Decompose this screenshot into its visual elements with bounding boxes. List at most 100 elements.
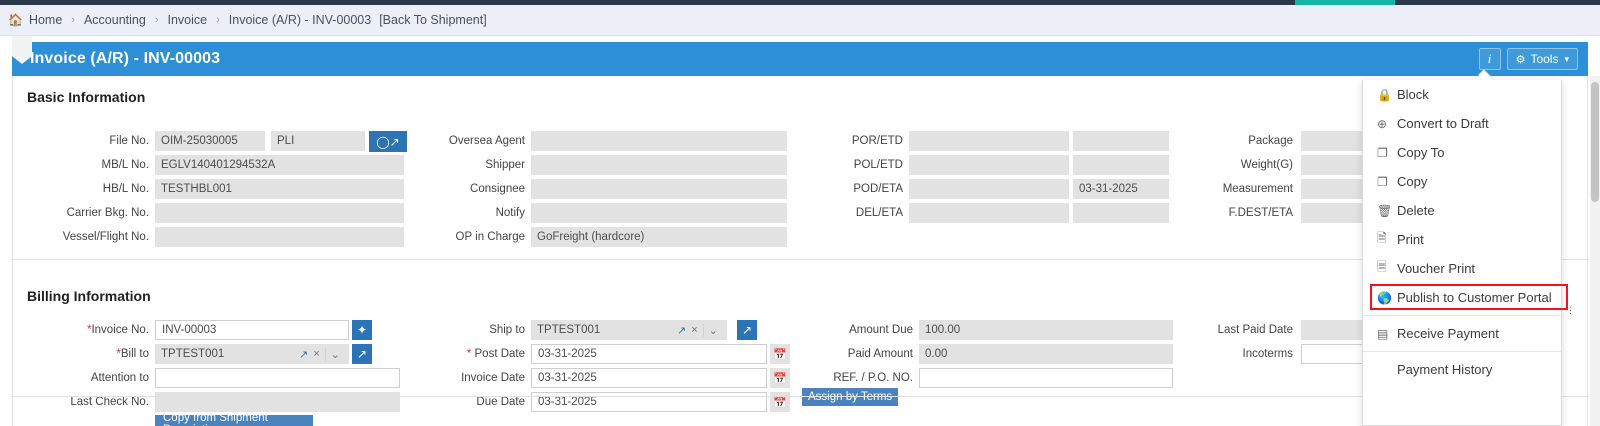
breadcrumb-item-current: Invoice (A/R) - INV-00003 [228,13,372,27]
field-file-no-type[interactable]: PLI [271,131,365,151]
field-del[interactable] [909,203,1069,223]
label-del-eta: DEL/ETA [855,207,903,219]
field-carrier-bkg-no[interactable] [155,203,404,223]
convert-icon: ⊕ [1377,116,1388,131]
copy-from-shipment-description-button[interactable]: Copy from Shipment Description [155,415,313,426]
lock-icon: 🔒 [1377,87,1392,102]
menu-item-label: Delete [1397,203,1435,218]
menu-item-label: Print [1397,232,1424,247]
divider [702,323,704,337]
field-attention-to[interactable] [155,368,400,388]
field-bill-to[interactable]: TPTEST001 [155,344,349,364]
label-last-paid-date: Last Paid Date [1217,324,1293,336]
open-file-button[interactable]: ◯↗ [369,131,407,152]
label-file-no: File No. [109,135,149,147]
breadcrumb-separator: › [154,14,159,26]
chevron-down-icon[interactable]: ⌄ [708,324,718,337]
field-pod-eta[interactable]: 03-31-2025 [1073,179,1169,199]
field-ship-to[interactable]: TPTEST001 [531,320,727,340]
chevron-down-icon[interactable]: ⌄ [330,348,340,361]
vertical-scrollbar[interactable] [1590,76,1600,426]
label-ref-po-no: REF. / P.O. NO. [833,372,913,384]
label-post-date: * Post Date [466,348,525,360]
assign-by-terms-button[interactable]: Assign by Terms [802,388,899,406]
field-op-in-charge[interactable]: GoFreight (hardcore) [531,227,787,247]
field-pol[interactable] [909,155,1069,175]
field-notify[interactable] [531,203,787,223]
field-pol-etd[interactable] [1073,155,1169,175]
post-date-calendar-icon[interactable]: 📅 [770,344,790,364]
globe-icon: 🌎 [1377,290,1392,305]
field-amount-due[interactable]: 100.00 [919,320,1173,340]
field-etd[interactable] [1073,131,1169,151]
menu-item-publish-to-customer-portal[interactable]: 🌎 Publish to Customer Portal [1363,283,1561,312]
top-bar-teal-segment [1295,0,1395,5]
menu-item-voucher-print[interactable]: 🗏 Voucher Print [1363,254,1561,283]
menu-item-receive-payment[interactable]: ▤ Receive Payment [1363,319,1561,348]
expand-icon: ↗ [356,347,368,361]
bill-to-expand-button[interactable]: ↗ [352,344,372,364]
field-oversea-agent[interactable] [531,131,787,151]
clear-icon[interactable]: × [691,324,698,336]
breadcrumb-item-accounting[interactable]: Accounting [83,13,146,27]
label-invoice-no: *Invoice No. [86,324,149,336]
chevron-down-icon: ▾ [1564,53,1569,64]
field-consignee[interactable] [531,179,787,199]
field-last-check-no[interactable] [155,392,400,412]
label-due-date: Due Date [476,396,525,408]
field-ref-po-no[interactable] [919,368,1173,388]
menu-item-copy-to[interactable]: ❐ Copy To [1363,138,1561,167]
field-paid-amount[interactable]: 0.00 [919,344,1173,364]
top-bar-right-segment [1395,0,1600,5]
field-mbl-no[interactable]: EGLV140401294532A [155,155,404,175]
generate-invoice-no-button[interactable]: ✦ [352,320,372,340]
field-por[interactable] [909,131,1069,151]
ship-to-expand-button[interactable]: ↗ [737,320,757,340]
label-fdest-eta: F.DEST/ETA [1228,207,1293,219]
tools-dropdown-menu: 🔒 Block ⊕ Convert to Draft ❐ Copy To ❐ C… [1362,80,1562,426]
external-link-icon[interactable]: ↗ [299,348,309,361]
clear-icon[interactable]: × [313,348,320,360]
menu-item-convert-to-draft[interactable]: ⊕ Convert to Draft [1363,109,1561,138]
basic-information-title: Basic Information [27,89,146,105]
menu-item-copy[interactable]: ❐ Copy [1363,167,1561,196]
menu-item-delete[interactable]: 🗑 Delete [1363,196,1561,225]
label-last-check-no: Last Check No. [70,396,149,408]
back-to-shipment-link[interactable]: [Back To Shipment] [379,13,487,27]
label-bill-to: *Bill to [116,348,149,360]
billing-information-title: Billing Information [27,288,151,304]
label-invoice-date: Invoice Date [461,372,525,384]
menu-divider [1363,351,1561,352]
scrollbar-thumb[interactable] [1591,82,1599,202]
field-del-eta[interactable] [1073,203,1169,223]
tools-button-label: Tools [1530,52,1559,66]
menu-item-print[interactable]: 🗎 Print [1363,225,1561,254]
breadcrumb-item-invoice[interactable]: Invoice [167,13,208,27]
tools-button[interactable]: ⚙ Tools ▾ [1506,48,1578,70]
external-link-icon[interactable]: ↗ [677,324,687,337]
invoice-date-calendar-icon[interactable]: 📅 [770,368,790,388]
field-hbl-no[interactable]: TESTHBL001 [155,179,404,199]
field-due-date[interactable]: 03-31-2025 [531,392,767,412]
menu-item-block[interactable]: 🔒 Block [1363,80,1561,109]
home-icon[interactable]: 🏠 [8,13,23,27]
label-pod-eta: POD/ETA [853,183,903,195]
label-carrier-bkg-no: Carrier Bkg. No. [66,207,149,219]
label-consignee: Consignee [470,183,525,195]
field-pod[interactable] [909,179,1069,199]
due-date-calendar-icon[interactable]: 📅 [770,392,790,412]
menu-divider [1363,315,1561,316]
breadcrumb-item-home[interactable]: Home [28,13,63,27]
field-file-no[interactable]: OIM-25030005 [155,131,265,151]
field-vessel-flight-no[interactable] [155,227,404,247]
menu-item-payment-history[interactable]: Payment History [1363,355,1561,384]
breadcrumb: 🏠 Home › Accounting › Invoice › Invoice … [0,5,1600,36]
field-shipper[interactable] [531,155,787,175]
info-button[interactable]: i [1478,48,1501,70]
menu-item-label: Publish to Customer Portal [1397,290,1552,305]
field-post-date[interactable]: 03-31-2025 [531,344,767,364]
label-attention-to: Attention to [90,372,149,384]
field-invoice-no[interactable]: INV-00003 [155,320,349,340]
field-invoice-date[interactable]: 03-31-2025 [531,368,767,388]
section-divider-bottom [13,396,1589,397]
